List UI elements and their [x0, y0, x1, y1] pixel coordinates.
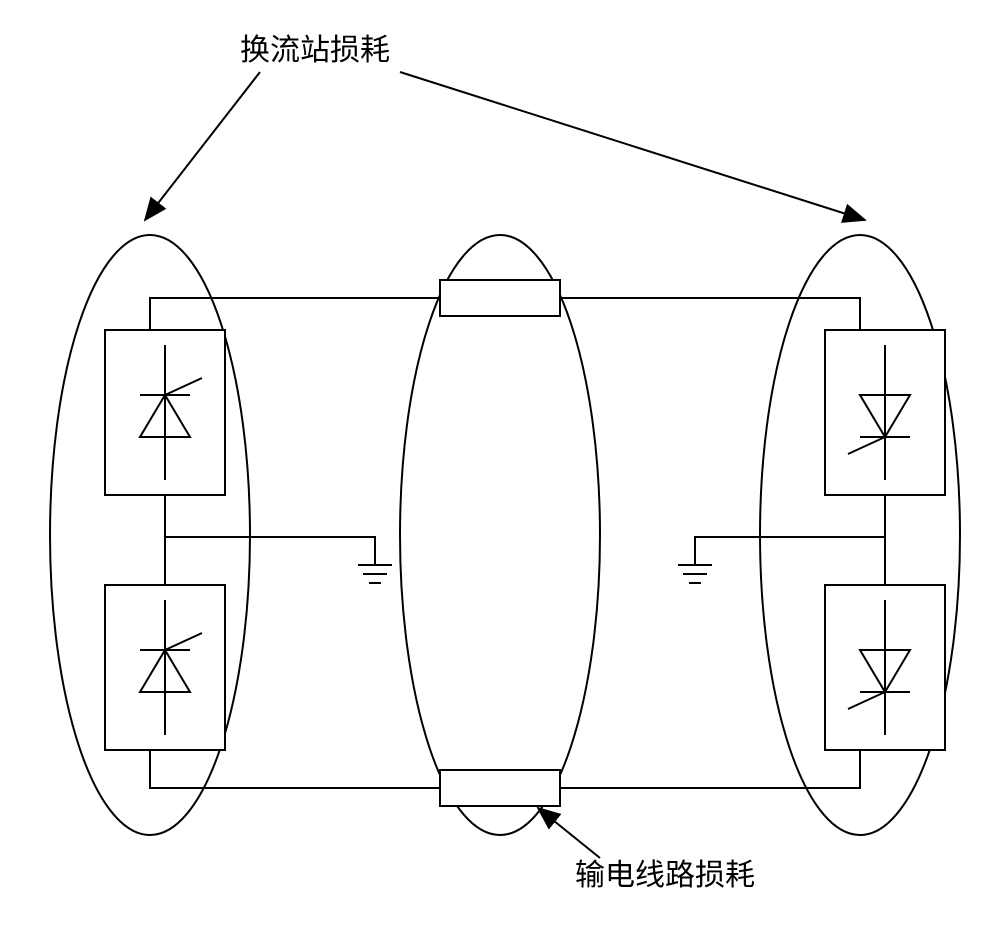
ground-wire-left — [165, 537, 375, 565]
ground-symbol-right — [678, 565, 712, 583]
diagram-svg — [0, 0, 1000, 932]
wire-bottom-left — [150, 750, 440, 788]
converter-right-top — [825, 330, 945, 495]
ground-wire-right — [695, 537, 885, 565]
converter-left-top — [105, 330, 225, 495]
diagram-canvas: 换流站损耗 输电线路损耗 — [0, 0, 1000, 932]
arrow-to-left-station — [145, 72, 260, 220]
middle-line-ellipse — [400, 235, 600, 835]
converter-right-bottom — [825, 585, 945, 750]
wire-top-left — [150, 298, 440, 330]
wire-bottom-right — [560, 750, 860, 788]
converter-left-bottom — [105, 585, 225, 750]
ground-symbol-left — [358, 565, 392, 583]
line-element-bottom — [440, 770, 560, 806]
wire-top-right — [560, 298, 860, 330]
arrow-to-right-station — [400, 72, 865, 220]
label-transmission-line-loss: 输电线路损耗 — [575, 850, 755, 894]
label-converter-station-loss: 换流站损耗 — [240, 25, 390, 69]
line-element-top — [440, 280, 560, 316]
